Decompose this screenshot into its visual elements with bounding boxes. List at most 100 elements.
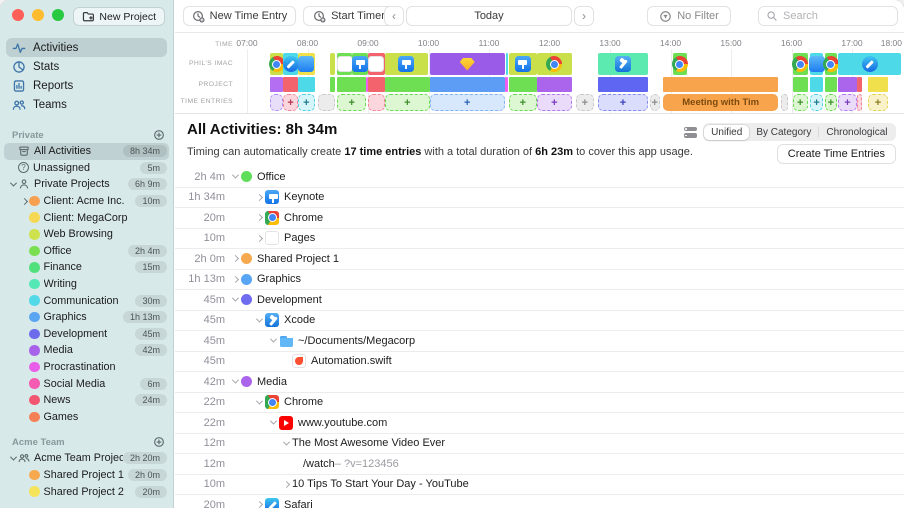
suggested-time-entry[interactable]	[368, 94, 385, 111]
activity-row[interactable]: 20m Chrome	[175, 208, 904, 229]
previous-day-button[interactable]: ‹	[384, 6, 404, 26]
app-usage-segment[interactable]	[429, 53, 505, 75]
project-segment[interactable]	[337, 77, 367, 92]
chevron-down-icon[interactable]	[255, 397, 263, 405]
activity-row[interactable]: 2h 0m Shared Project 1	[175, 249, 904, 270]
chevron-right-icon[interactable]	[255, 501, 263, 508]
chevron-down-icon[interactable]	[9, 453, 17, 461]
sidebar-project-item[interactable]: Development 45m	[4, 326, 169, 343]
activity-row[interactable]: 20m Safari	[175, 495, 904, 508]
app-usage-segment[interactable]	[297, 53, 315, 75]
sidebar-project-item[interactable]: Social Media 6m	[4, 375, 169, 392]
project-segment[interactable]	[838, 77, 857, 92]
suggested-time-entry[interactable]	[780, 94, 789, 111]
app-usage-segment[interactable]	[508, 53, 537, 75]
activity-row[interactable]: 10m Pages	[175, 229, 904, 249]
chevron-down-icon[interactable]	[269, 417, 277, 425]
sidebar-project-item[interactable]: Web Browsing	[4, 226, 169, 243]
suggested-time-entry[interactable]	[856, 94, 862, 111]
sidebar-item-reports[interactable]: Reports	[6, 76, 167, 95]
suggested-time-entry[interactable]: +	[536, 94, 572, 111]
create-time-entries-button[interactable]: Create Time Entries	[776, 144, 896, 164]
project-segment[interactable]	[856, 77, 862, 92]
chevron-right-icon[interactable]	[231, 255, 239, 263]
add-project-button[interactable]	[153, 436, 165, 448]
suggested-time-entry[interactable]: +	[867, 94, 889, 111]
suggested-time-entry[interactable]	[269, 94, 284, 111]
project-segment[interactable]	[269, 77, 284, 92]
activity-row[interactable]: 45m ~/Documents/Megacorp	[175, 331, 904, 352]
app-usage-segment[interactable]	[329, 53, 335, 75]
app-usage-segment[interactable]	[838, 53, 901, 75]
sidebar-item-teams[interactable]: Teams	[6, 95, 167, 114]
activity-row[interactable]: 1h 13m Graphics	[175, 270, 904, 290]
app-usage-segment[interactable]	[352, 53, 369, 75]
project-segment[interactable]	[384, 77, 430, 92]
chevron-right-icon[interactable]	[231, 275, 239, 283]
chevron-down-icon[interactable]	[231, 376, 239, 384]
zoom-window-button[interactable]	[52, 9, 64, 21]
project-segment[interactable]	[663, 77, 779, 92]
date-picker-button[interactable]: Today	[406, 6, 572, 26]
chevron-right-icon[interactable]	[255, 214, 263, 222]
sidebar-project-item[interactable]: Games	[4, 409, 169, 426]
meeting-time-entry[interactable]: Meeting with Tim	[663, 94, 779, 111]
sidebar-project-item[interactable]: Client: Acme Inc. 10m	[4, 193, 169, 210]
app-usage-segment[interactable]	[336, 53, 353, 75]
suggested-time-entry[interactable]	[318, 94, 335, 111]
sidebar-project-item[interactable]: News 24m	[4, 392, 169, 409]
project-segment[interactable]	[536, 77, 572, 92]
sidebar-project-item[interactable]: Communication 30m	[4, 292, 169, 309]
suggested-time-entry[interactable]: +	[283, 94, 298, 111]
app-usage-segment[interactable]	[368, 53, 385, 75]
segment-chronological[interactable]: Chronological	[826, 126, 888, 138]
app-usage-segment[interactable]	[384, 53, 428, 75]
suggested-time-entry[interactable]: +	[297, 94, 315, 111]
app-usage-segment[interactable]	[671, 53, 688, 75]
project-segment[interactable]	[429, 77, 505, 92]
sidebar-project-item[interactable]: Private Projects 6h 9m	[4, 176, 169, 193]
app-usage-segment[interactable]	[792, 53, 809, 75]
filter-button[interactable]: No Filter	[647, 6, 731, 26]
suggested-time-entry[interactable]: +	[792, 94, 808, 111]
project-segment[interactable]	[329, 77, 335, 92]
minimize-window-button[interactable]	[32, 9, 44, 21]
app-usage-segment[interactable]	[505, 53, 509, 75]
chevron-down-icon[interactable]	[9, 179, 17, 187]
project-segment[interactable]	[366, 77, 368, 92]
project-segment[interactable]	[824, 77, 837, 92]
segment-unified[interactable]: Unified	[704, 124, 750, 140]
new-project-button[interactable]: New Project	[73, 7, 165, 26]
chevron-down-icon[interactable]	[282, 438, 290, 446]
app-usage-segment[interactable]	[808, 53, 825, 75]
activity-row[interactable]: 12m/watch – ?v=123456	[175, 454, 904, 475]
suggested-time-entry[interactable]: +	[810, 94, 823, 111]
sidebar-project-item[interactable]: Office 2h 4m	[4, 243, 169, 260]
sidebar-project-item[interactable]: Client: MegaCorp	[4, 209, 169, 226]
sidebar-project-item[interactable]: ? Unassigned 5m	[4, 160, 169, 177]
sidebar-project-item[interactable]: Acme Team Projects 2h 20m	[4, 450, 169, 467]
app-usage-segment[interactable]	[268, 53, 285, 75]
project-segment[interactable]	[368, 77, 385, 92]
sidebar-project-item[interactable]: Writing	[4, 276, 169, 293]
chevron-down-icon[interactable]	[231, 171, 239, 179]
sidebar-project-item[interactable]: Shared Project 1 2h 0m	[4, 467, 169, 484]
app-usage-segment[interactable]	[536, 53, 572, 75]
suggested-time-entry[interactable]: +	[649, 94, 660, 111]
sidebar-project-item[interactable]: Procrastination	[4, 359, 169, 376]
activity-row[interactable]: 45m Xcode	[175, 311, 904, 331]
sidebar-project-item[interactable]: Media 42m	[4, 342, 169, 359]
sidebar-project-item[interactable]: All Activities 8h 34m	[4, 143, 169, 160]
project-segment[interactable]	[508, 77, 537, 92]
suggested-time-entry[interactable]: +	[508, 94, 537, 111]
suggested-time-entry[interactable]: +	[838, 94, 857, 111]
new-time-entry-button[interactable]: New Time Entry	[183, 6, 296, 26]
suggested-time-entry[interactable]: +	[824, 94, 837, 111]
project-segment[interactable]	[297, 77, 315, 92]
project-segment[interactable]	[597, 77, 649, 92]
suggested-time-entry[interactable]: +	[429, 94, 505, 111]
chevron-down-icon[interactable]	[231, 294, 239, 302]
activity-row[interactable]: 12m The Most Awesome Video Ever	[175, 434, 904, 454]
add-project-button[interactable]	[153, 129, 165, 141]
search-input[interactable]: Search	[758, 6, 898, 26]
